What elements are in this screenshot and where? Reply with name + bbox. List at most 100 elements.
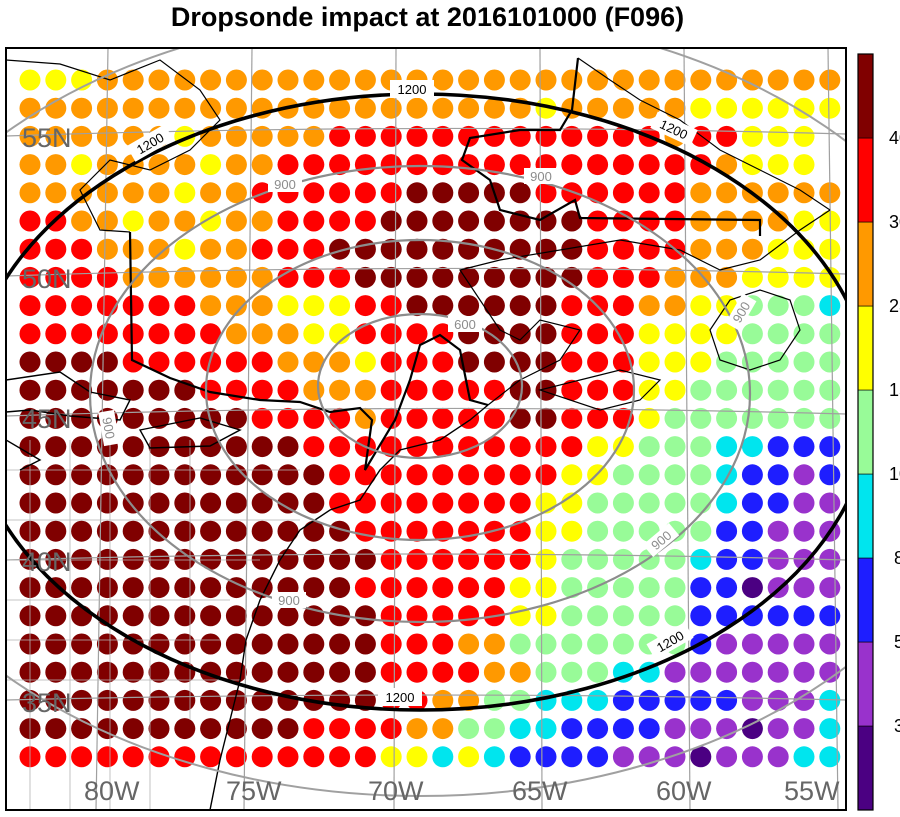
impact-dot: [587, 746, 609, 768]
impact-dot: [174, 746, 196, 768]
impact-dot: [716, 520, 738, 542]
impact-dot: [122, 746, 144, 768]
impact-dot: [148, 407, 170, 429]
impact-dot: [509, 379, 531, 401]
impact-dot: [638, 238, 660, 260]
impact-dot: [354, 661, 376, 683]
impact-dot: [329, 577, 351, 599]
impact-dot: [225, 689, 247, 711]
impact-dot: [716, 689, 738, 711]
colorbar-frame: [857, 53, 874, 811]
impact-dot: [277, 605, 299, 627]
impact-dot: [148, 718, 170, 740]
impact-dot: [432, 661, 454, 683]
impact-dot: [535, 464, 557, 486]
impact-dot: [690, 323, 712, 345]
impact-dot: [71, 661, 93, 683]
impact-dot: [612, 154, 634, 176]
impact-dot: [354, 548, 376, 570]
impact-dot: [664, 689, 686, 711]
impact-dot: [716, 464, 738, 486]
meridian-75w: [243, 48, 253, 810]
impact-dot: [277, 718, 299, 740]
impact-dot: [871, 408, 892, 429]
impact-dot: [819, 407, 841, 429]
impact-dot: [303, 492, 325, 514]
impact-dot: [45, 718, 67, 740]
impact-dot: [406, 351, 428, 373]
impact-dot: [148, 69, 170, 91]
impact-dot: [458, 295, 480, 317]
lon-label-80w: 80W: [84, 776, 140, 806]
impact-dot: [122, 689, 144, 711]
impact-dot: [664, 464, 686, 486]
lat-label-40n: 40N: [22, 547, 72, 577]
impact-dot: [535, 661, 557, 683]
impact-dot: [767, 266, 789, 288]
lon-label-70w: 70W: [368, 776, 424, 806]
impact-dot: [690, 548, 712, 570]
impact-dot: [277, 154, 299, 176]
impact-dot: [200, 548, 222, 570]
impact-dot: [819, 492, 841, 514]
impact-dot: [741, 69, 763, 91]
impact-dot: [303, 323, 325, 345]
impact-dot: [251, 746, 273, 768]
impact-dot: [71, 379, 93, 401]
impact-dot: [716, 746, 738, 768]
impact-dot: [690, 577, 712, 599]
impact-dot: [793, 266, 815, 288]
impact-dot: [716, 266, 738, 288]
impact-dot: [716, 154, 738, 176]
impact-dot: [690, 436, 712, 458]
impact-dot: [148, 154, 170, 176]
impact-dot: [251, 210, 273, 232]
impact-dot: [174, 718, 196, 740]
impact-dot: [561, 605, 583, 627]
impact-dot: [432, 295, 454, 317]
impact-dot: [380, 464, 402, 486]
impact-dot: [174, 464, 196, 486]
impact-dot: [200, 605, 222, 627]
impact-dot: [174, 633, 196, 655]
impact-dot: [638, 210, 660, 232]
impact-dot: [45, 633, 67, 655]
impact-dot: [612, 97, 634, 119]
impact-dot: [122, 661, 144, 683]
impact-dot: [96, 238, 118, 260]
impact-dot: [483, 577, 505, 599]
east-coast: [209, 404, 489, 810]
impact-dot: [251, 407, 273, 429]
impact-dot: [174, 351, 196, 373]
impact-dot: [329, 661, 351, 683]
colorbar-tick-label: 8: [894, 548, 900, 568]
impact-dot: [793, 210, 815, 232]
impact-dot: [716, 323, 738, 345]
impact-dot: [612, 520, 634, 542]
impact-dot: [277, 661, 299, 683]
impact-dot: [871, 718, 892, 739]
impact-dot: [122, 718, 144, 740]
impact-dot: [354, 718, 376, 740]
impact-dot: [767, 351, 789, 373]
impact-dot: [432, 746, 454, 768]
impact-dot: [664, 379, 686, 401]
impact-dot: [45, 238, 67, 260]
map-title: Dropsonde impact at 2016101000 (F096): [170, 2, 685, 32]
impact-dot: [793, 746, 815, 768]
impact-dot: [45, 379, 67, 401]
impact-dot: [819, 323, 841, 345]
impact-dot: [406, 182, 428, 204]
impact-dot: [251, 266, 273, 288]
impact-dot: [535, 718, 557, 740]
impact-dot: [406, 746, 428, 768]
impact-dot: [148, 689, 170, 711]
impact-dot: [71, 407, 93, 429]
impact-dot: [200, 69, 222, 91]
impact-dot: [174, 520, 196, 542]
impact-dot: [587, 210, 609, 232]
impact-dot: [19, 182, 41, 204]
ring-label-1200-bottom: 1200: [386, 690, 415, 705]
impact-dot: [767, 97, 789, 119]
impact-dot: [432, 464, 454, 486]
